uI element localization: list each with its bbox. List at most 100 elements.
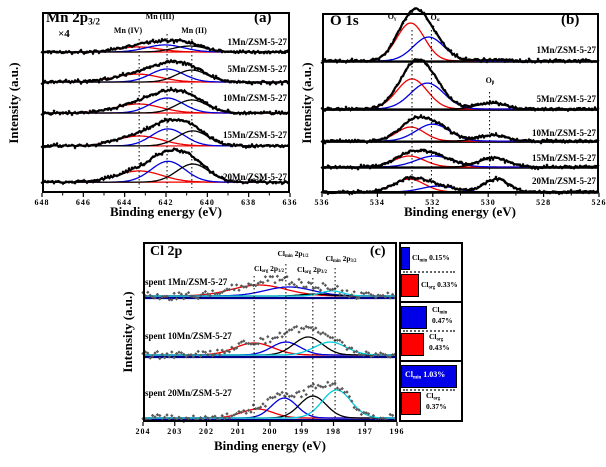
legend-entry-label: Clorg 0.33% (421, 280, 458, 291)
label-text: Mn (III) (145, 12, 175, 21)
x-tick-label: 528 (536, 198, 552, 207)
spectrum-label: 5Mn/ZSM-5-27 (536, 94, 597, 104)
peak-assignment-label: Oα (393, 13, 477, 23)
x-tick-label: 201 (230, 427, 246, 436)
panel-b-title: O 1s (330, 13, 359, 30)
component-curve (143, 397, 397, 419)
peak-assignment-label: Oγ (350, 12, 434, 22)
label-text: 2p (340, 254, 351, 263)
label-subscript: min (333, 259, 341, 265)
x-tick-label: 640 (199, 198, 215, 207)
x-tick-label: 646 (75, 198, 91, 207)
panel-a-multiplier: ×4 (58, 28, 70, 40)
legend-entry-label: Clmin 0.47% (432, 305, 453, 326)
spectrum-label: spent 10Mn/ZSM-5-27 (145, 331, 232, 341)
label-text: 2p (311, 265, 322, 274)
legend-bar (401, 365, 457, 388)
x-tick-label: 536 (314, 198, 330, 207)
label-subscript: min (413, 375, 422, 381)
x-tick-label: 204 (135, 427, 151, 436)
label-text: Cl (432, 305, 440, 314)
plot-border (322, 13, 599, 193)
panel-a-xlabel: Binding energy (eV) (110, 204, 222, 219)
spectrum-label: 10Mn/ZSM-5-27 (532, 128, 596, 138)
label-subscript: γ (393, 17, 397, 23)
x-tick-label: 198 (326, 427, 341, 436)
legend-box: Clmin 1.03% Clorg 0.37% (399, 360, 463, 422)
panel-c-title: Cl 2p (150, 244, 182, 260)
x-tick-label: 526 (591, 198, 606, 207)
panel-a-title-sub: 3/2 (88, 17, 100, 28)
peak-assignment-label: Clorg 2p3/2 (270, 265, 354, 275)
panel-b-ylabel: Intensity (a.u.) (299, 62, 314, 144)
label-subscript: β (491, 81, 495, 87)
label-text: Cl (254, 264, 262, 273)
legend-entry-label: Clorg 0.37% (426, 391, 447, 412)
legend-separator (403, 330, 455, 332)
scatter-points (141, 380, 397, 424)
spectrum-label: 20Mn/ZSM-5-27 (223, 172, 287, 182)
legend-bar (401, 274, 419, 297)
spectrum-label: 10Mn/ZSM-5-27 (223, 93, 287, 103)
panel-a-canvas (40, 12, 291, 197)
label-text: Cl (405, 370, 413, 379)
data-point-markers (40, 147, 290, 186)
label-text: Cl (297, 265, 305, 274)
x-tick-label: 203 (167, 427, 183, 436)
label-text: O (387, 12, 394, 21)
spectrum-label: spent 1Mn/ZSM-5-27 (145, 277, 228, 287)
data-point-markers (40, 86, 290, 117)
x-tick-label: 196 (389, 427, 405, 436)
legend-bar (401, 392, 421, 415)
label-text: O (485, 76, 492, 85)
label-subscript: min (419, 258, 428, 264)
panel-c-canvas (141, 242, 398, 426)
scatter-points (141, 324, 397, 361)
label-text: Cl (412, 253, 420, 262)
x-tick-label: 532 (425, 198, 441, 207)
label-subscript: min (439, 310, 448, 316)
label-text: Cl (421, 280, 429, 289)
x-tick-label: 199 (294, 427, 310, 436)
x-tick-label: 644 (117, 198, 133, 207)
spectrum-label: 20Mn/ZSM-5-27 (532, 176, 596, 186)
label-text: 2p (268, 264, 279, 273)
label-text: Mn (IV) (113, 26, 143, 35)
plot-border (143, 242, 397, 422)
data-point-markers (320, 113, 600, 145)
peak-assignment-label: Oβ (448, 76, 532, 86)
peak-assignment-label: Mn (II) (152, 26, 236, 35)
data-point-markers (40, 117, 290, 150)
component-curve (322, 22, 598, 62)
legend-box: Clmin 0.47% Clorg 0.43% (399, 301, 463, 362)
label-subscript: 1/2 (278, 269, 284, 275)
label-text: Cl (429, 332, 437, 341)
data-point-markers (40, 58, 290, 86)
spectrum-label: 15Mn/ZSM-5-27 (532, 153, 596, 163)
x-tick-label: 534 (369, 198, 385, 207)
x-tick-label: 200 (262, 427, 278, 436)
panel-b-canvas (320, 7, 600, 197)
legend-entry-label: Clmin 1.03% (405, 370, 446, 381)
legend-separator (403, 271, 455, 273)
label-text: Cl (426, 391, 434, 400)
label-subscript: 3/2 (321, 270, 327, 276)
panel-a-ylabel: Intensity (a.u.) (6, 62, 21, 144)
data-point-markers (320, 149, 600, 171)
label-text: 2p (292, 249, 303, 258)
x-tick-label: 638 (241, 198, 257, 207)
label-subscript: α (436, 18, 440, 24)
x-tick-label: 648 (34, 198, 50, 207)
label-subscript: min (285, 254, 293, 260)
x-tick-label: 530 (480, 198, 496, 207)
legend-entry-label: Clorg 0.43% (429, 332, 450, 353)
peak-assignment-label: Mn (III) (118, 12, 202, 21)
legend-bar (401, 306, 427, 329)
label-text: Mn (II) (181, 26, 207, 35)
panel-c-letter: (c) (370, 244, 386, 259)
legend-bar (401, 333, 424, 356)
label-subscript: org (433, 396, 441, 402)
panel-c-xlabel: Binding energy (eV) (214, 438, 326, 453)
spectrum-label: spent 20Mn/ZSM-5-27 (145, 388, 232, 398)
label-text: Cl (325, 254, 334, 263)
